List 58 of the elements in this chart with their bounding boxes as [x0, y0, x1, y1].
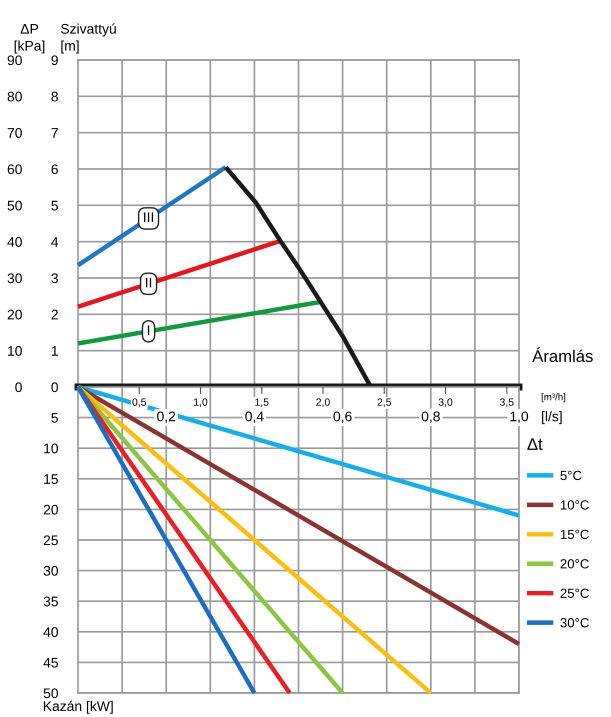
- x-tick-label: 0,4: [245, 411, 264, 423]
- y2-tick-label: 60: [8, 164, 22, 174]
- x2-tick-label: 1,0: [194, 398, 208, 408]
- y-tick-label: 30: [44, 566, 58, 576]
- legend-label: 5°C: [560, 470, 582, 480]
- x-tick-label: 0,8: [422, 411, 440, 423]
- series-label: II: [146, 278, 152, 288]
- y-tick-label: 20: [44, 504, 58, 515]
- y-tick-label: 5: [51, 200, 58, 211]
- y-tick-label: 50: [44, 688, 58, 698]
- y-tick-label: 9: [51, 55, 58, 66]
- y2-tick-label: 70: [8, 128, 22, 138]
- y2-tick-label: 30: [8, 273, 22, 284]
- y2-axis-title: ΔP [kPa]: [14, 24, 44, 54]
- y-tick-label: 10: [44, 444, 58, 454]
- y-tick-label: 25: [44, 535, 58, 546]
- legend-label: 20°C: [560, 559, 589, 568]
- x2-tick-label: 2,5: [378, 398, 392, 408]
- x-tick-label: 0,6: [333, 411, 352, 423]
- y-tick-label: 0: [51, 382, 58, 392]
- legend-title: Δt: [527, 438, 543, 450]
- legend-label: 30°C: [560, 618, 589, 628]
- y-tick-label: 6: [52, 164, 58, 174]
- x2-tick-label: 1,5: [255, 398, 269, 408]
- y-tick-label: 40: [43, 627, 58, 637]
- x2-tick-label: 2,0: [316, 398, 330, 408]
- y-tick-label: 45: [43, 658, 58, 668]
- legend-label: 10°C: [560, 500, 589, 510]
- x-axis-title: [l/s]: [542, 411, 562, 424]
- y-tick-label: 5: [51, 413, 58, 423]
- y2-tick-label: 50: [8, 200, 22, 211]
- series-label: I: [148, 325, 150, 335]
- y-tick-label: 7: [52, 128, 58, 138]
- x-axis-title: Áramlás: [532, 347, 593, 362]
- series-label: III: [144, 212, 154, 222]
- y-axis-title: Kazán [kW]: [44, 700, 113, 714]
- y-tick-label: 8: [51, 92, 58, 102]
- x2-axis-title: [m³/h]: [542, 393, 566, 402]
- y-tick-label: 2: [52, 310, 58, 320]
- x-tick-label: 0,2: [157, 411, 176, 423]
- y-tick-label: 3: [51, 273, 58, 284]
- y2-tick-label: 80: [8, 92, 22, 102]
- y2-tick-label: 20: [8, 310, 22, 320]
- x2-tick-label: 3,0: [438, 398, 452, 408]
- y-tick-label: 4: [51, 237, 58, 247]
- x2-tick-label: 0,5: [132, 398, 146, 408]
- x2-tick-label: 3,5: [500, 398, 514, 408]
- y2-tick-label: 90: [8, 55, 22, 66]
- y-tick-label: 15: [44, 474, 58, 484]
- y2-tick-label: 0: [15, 382, 22, 392]
- y2-tick-label: 10: [8, 346, 22, 356]
- y2-tick-label: 40: [7, 237, 22, 247]
- legend-label: 15°C: [560, 530, 589, 540]
- y-axis-title: Szivattyú [m]: [60, 23, 116, 54]
- x-tick-label: 1,0: [510, 411, 528, 423]
- y-tick-label: 35: [44, 596, 58, 606]
- y-tick-label: 1: [52, 346, 58, 356]
- legend-label: 25°C: [560, 588, 589, 598]
